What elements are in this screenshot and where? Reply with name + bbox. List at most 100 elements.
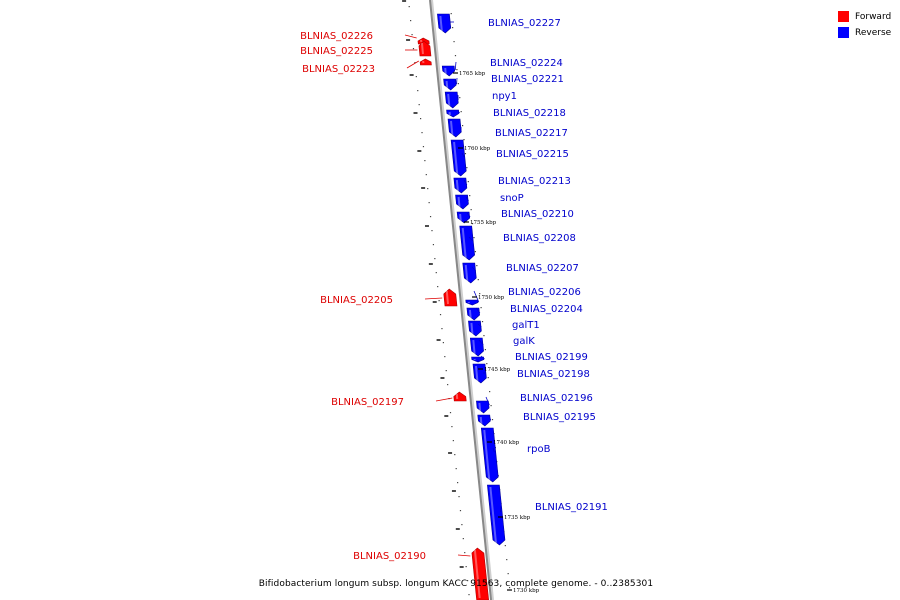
guide-dot (455, 468, 457, 470)
guide-dot (473, 237, 475, 239)
scale-label: 1765 kbp (459, 71, 486, 77)
guide-dot (454, 454, 456, 456)
leader-line (404, 34, 417, 39)
gene-rpoB: rpoB (480, 427, 551, 483)
gene-shape (453, 177, 468, 194)
guide-dot (437, 286, 439, 288)
guide-dot (438, 300, 440, 302)
guide-dot (456, 69, 458, 71)
gene-label: BLNIAS_02197 (331, 397, 404, 408)
scale-label: 1745 kbp (484, 367, 511, 373)
guide-dot (408, 6, 410, 8)
guide-dot (458, 496, 460, 498)
gene-label: BLNIAS_02190 (353, 551, 426, 562)
leader-line (475, 307, 481, 314)
guide-dot (449, 412, 452, 414)
guide-dot (444, 356, 446, 358)
gene-BLNIAS_02226: BLNIAS_02226 (300, 31, 430, 45)
gene-label: BLNIAS_02213 (498, 176, 571, 187)
gene-shape (443, 288, 458, 307)
guide-dot (435, 272, 437, 274)
gene-shape (471, 547, 489, 600)
leader-line (488, 415, 492, 421)
gene-label: BLNIAS_02218 (493, 108, 566, 119)
guide-dot (508, 587, 511, 589)
gene-highlight (444, 67, 447, 75)
guide-dot (457, 83, 459, 85)
guide-dot (415, 76, 417, 78)
guide-dot (417, 90, 419, 92)
gene-snoP: snoP (455, 193, 524, 210)
gene-shape (468, 320, 482, 337)
guide-dot (420, 118, 422, 120)
guide-dot (431, 230, 433, 232)
leader-line (478, 339, 484, 346)
gene-highlight (489, 486, 497, 544)
guide-dot (451, 426, 453, 428)
guide-dot (412, 48, 415, 50)
gene-shape (419, 58, 432, 66)
gene-highlight (472, 339, 476, 355)
guide-dot (474, 251, 477, 253)
gene-shape (444, 91, 459, 109)
gene-highlight (455, 179, 459, 192)
gene-shape (487, 484, 506, 546)
guide-dot (434, 258, 436, 260)
scale-label: 1760 kbp (464, 146, 491, 152)
guide-dot (489, 391, 491, 393)
gene-BLNIAS_02195: BLNIAS_02195 (477, 412, 596, 427)
gene-label: BLNIAS_02191 (535, 502, 608, 513)
gene-BLNIAS_02190: BLNIAS_02190 (353, 547, 489, 600)
legend-item-forward: Forward (838, 9, 891, 24)
gene-shape (480, 427, 499, 483)
gene-galT1: galT1 (468, 320, 540, 337)
guide-dot (447, 384, 449, 386)
guide-dot (476, 265, 478, 267)
gene-shape (477, 414, 491, 427)
leader-line (499, 505, 502, 513)
scale-label: 1735 kbp (504, 515, 531, 521)
gene-BLNIAS_02205: BLNIAS_02205 (320, 288, 458, 307)
guide-dot (460, 111, 462, 113)
gene-shape (469, 337, 484, 357)
guide-dot (439, 314, 442, 316)
guide-dot (432, 244, 435, 246)
guide-dot (441, 328, 443, 330)
guide-dot (471, 223, 474, 225)
gene-label: BLNIAS_02198 (517, 369, 590, 380)
leader-line (435, 397, 453, 402)
scale-label: 1730 kbp (513, 588, 540, 594)
gene-BLNIAS_02198: BLNIAS_02198 (472, 363, 590, 384)
guide-dot (429, 216, 432, 218)
gene-highlight (445, 290, 449, 305)
guide-dot (410, 20, 412, 22)
gene-label: snoP (500, 193, 524, 204)
guide-dot (422, 146, 425, 148)
backbone-line (429, 0, 493, 600)
leader-line (477, 323, 482, 328)
gene-shape (466, 307, 480, 321)
leader-line (406, 60, 420, 69)
gene-label: BLNIAS_02210 (501, 209, 574, 220)
gene-shape (465, 299, 479, 306)
gene-BLNIAS_02207: BLNIAS_02207 (462, 262, 579, 284)
gene-highlight (447, 93, 451, 107)
guide-dot (445, 370, 447, 372)
guide-dot (459, 510, 462, 512)
gene-highlight (479, 416, 483, 425)
gene-highlight (483, 429, 491, 481)
guide-dot (452, 440, 454, 442)
guide-dot (421, 132, 423, 134)
gene-shape (443, 78, 457, 91)
gene-shape (462, 262, 477, 284)
gene-label: BLNIAS_02223 (302, 64, 375, 75)
gene-highlight (453, 141, 459, 175)
gene-shape (447, 118, 462, 138)
gene-shape (450, 139, 467, 177)
guide-dot (506, 559, 508, 561)
gene-highlight (420, 42, 424, 55)
guide-dot (411, 34, 413, 36)
gene-BLNIAS_02197: BLNIAS_02197 (331, 391, 467, 408)
gene-BLNIAS_02217: BLNIAS_02217 (447, 118, 568, 139)
